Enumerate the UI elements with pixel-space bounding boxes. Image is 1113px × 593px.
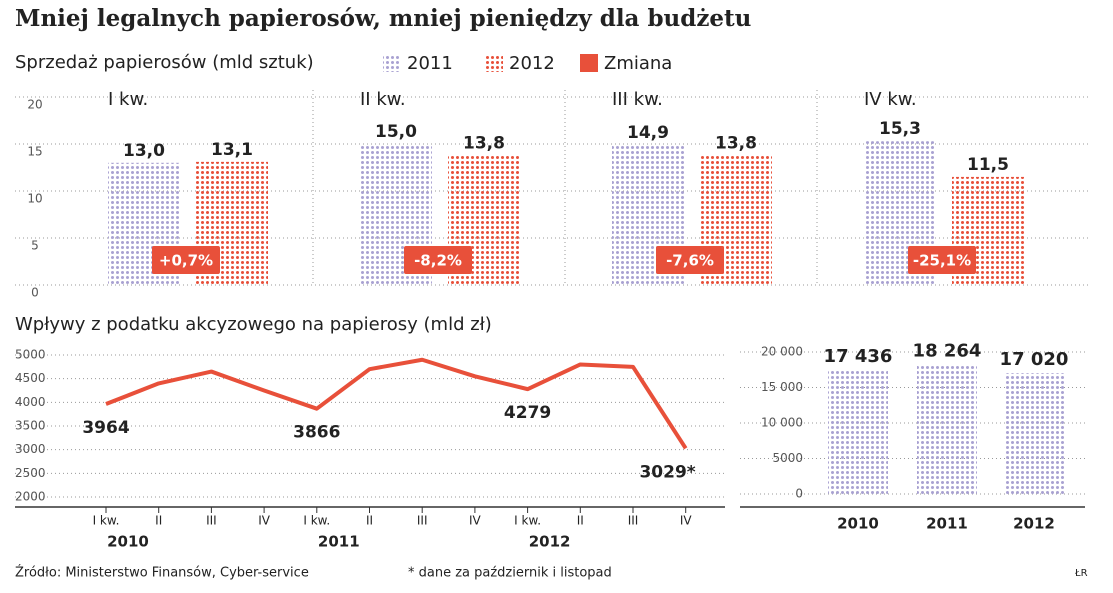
period-label: 2011 [318, 533, 360, 551]
y-tick-label: 15 000 [761, 380, 803, 394]
chart-subtitle: Sprzedaż papierosów (mld sztuk) [15, 52, 314, 73]
y-tick-label: 10 000 [761, 416, 803, 430]
legend-label: Zmiana [604, 53, 672, 74]
period-label: 2012 [529, 533, 571, 551]
x-tick-label: I kw. [303, 514, 330, 528]
y-tick-label: 2000 [15, 490, 46, 504]
y-tick-label: 4500 [15, 371, 46, 385]
category-label: I kw. [108, 89, 148, 110]
x-tick-label: III [206, 514, 217, 528]
value-label: 17 020 [1000, 349, 1069, 370]
y-tick-label: 2500 [15, 466, 46, 480]
change-badge [908, 246, 976, 274]
y-tick-label: 5000 [15, 348, 46, 362]
chart-title: Wpływy z podatku akcyzowego na papierosy… [15, 314, 492, 335]
value-label: 15,0 [375, 122, 417, 142]
y-tick-label: 3500 [15, 419, 46, 433]
bar [917, 364, 977, 494]
change-label: -7,6% [666, 252, 714, 270]
value-label: 13,8 [715, 133, 757, 153]
change-label: +0,7% [159, 252, 213, 270]
y-tick-label: 4000 [15, 395, 46, 409]
category-label: II kw. [360, 89, 406, 110]
value-label: 4279 [504, 403, 551, 423]
source: Źródło: Ministerstwo Finansów, Cyber-ser… [15, 565, 309, 581]
change-label: -25,1% [913, 252, 971, 270]
change-label: -8,2% [414, 252, 462, 270]
y-tick-label: 20 000 [761, 345, 803, 359]
value-label: 3029* [639, 462, 695, 482]
category-label: IV kw. [864, 89, 917, 110]
y-tick-label: 10 [27, 192, 42, 206]
x-tick-label: 2011 [926, 515, 968, 533]
value-label: 11,5 [967, 155, 1009, 175]
period-label: 2010 [107, 533, 149, 551]
legend-label: 2012 [509, 53, 555, 74]
credit: ŁR [1074, 568, 1088, 579]
value-label: 15,3 [879, 119, 921, 139]
value-label: 13,1 [211, 140, 253, 160]
change-badge [656, 246, 724, 274]
page-title: Mniej legalnych papierosów, mniej pienię… [15, 5, 751, 32]
y-tick-label: 15 [27, 145, 42, 159]
x-tick-label: IV [469, 514, 482, 528]
x-tick-label: III [417, 514, 428, 528]
category-label: III kw. [612, 89, 663, 110]
y-tick-label: 5000 [772, 451, 803, 465]
footnote: * dane za październik i listopad [408, 566, 612, 581]
value-label: 13,8 [463, 133, 505, 153]
y-tick-label: 20 [27, 98, 42, 112]
value-label: 17 436 [824, 346, 893, 367]
value-label: 13,0 [123, 141, 165, 161]
legend-swatch [580, 54, 598, 72]
x-tick-label: 2010 [837, 515, 879, 533]
x-tick-label: I kw. [93, 514, 120, 528]
change-badge [404, 246, 472, 274]
x-tick-label: II [155, 514, 162, 528]
x-tick-label: I kw. [514, 514, 541, 528]
x-tick-label: II [577, 514, 584, 528]
legend-label: 2011 [407, 53, 453, 74]
value-label: 3964 [82, 418, 129, 438]
bar [1004, 373, 1064, 494]
y-tick-label: 5 [31, 239, 39, 253]
bar [828, 370, 888, 494]
value-label: 14,9 [627, 123, 669, 143]
x-tick-label: III [628, 514, 639, 528]
x-tick-label: IV [258, 514, 271, 528]
y-tick-label: 0 [795, 487, 803, 501]
value-label: 18 264 [913, 340, 982, 361]
x-tick-label: 2012 [1013, 515, 1055, 533]
legend-swatch [485, 54, 503, 72]
value-label: 3866 [293, 423, 340, 443]
y-tick-label: 0 [31, 286, 39, 300]
y-tick-label: 3000 [15, 442, 46, 456]
change-badge [152, 246, 220, 274]
x-tick-label: IV [680, 514, 693, 528]
x-tick-label: II [366, 514, 373, 528]
legend-swatch [383, 54, 401, 72]
line [105, 357, 688, 450]
